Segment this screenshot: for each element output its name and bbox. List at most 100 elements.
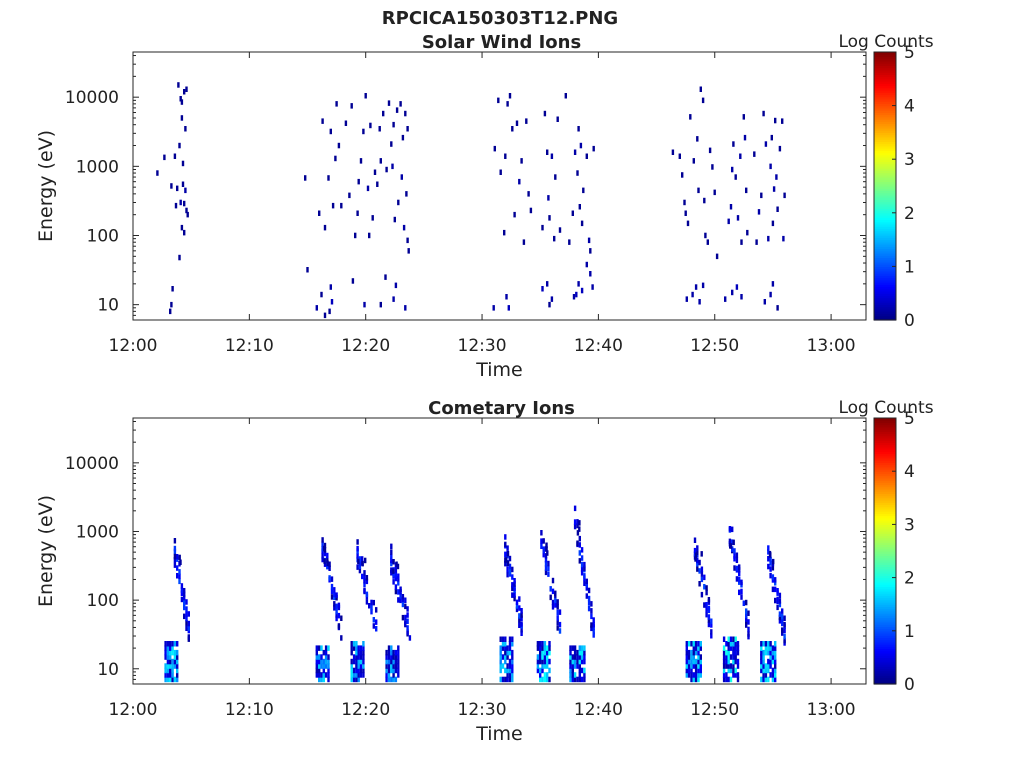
low-energy-cell [327,654,330,660]
colorbar-label: Log Counts [838,32,933,52]
burst-cell [392,571,395,578]
low-energy-cell [734,667,737,674]
low-energy-cell [355,672,358,678]
low-energy-cell [171,676,174,683]
data-cell [340,202,343,209]
low-energy-cell [166,641,170,647]
colorbar-segment [874,626,896,630]
colorbar-segment [874,511,896,514]
data-cell [504,153,507,159]
low-energy-cell [359,649,363,656]
low-energy-cell [732,672,735,678]
low-energy-cell [546,676,549,683]
low-energy-cell [541,654,544,660]
low-energy-cell [769,649,772,656]
low-energy-cell [580,649,584,656]
colorbar-segment [874,83,896,87]
colorbar-segment [874,431,896,435]
data-cell [771,220,775,227]
burst-cell [767,556,770,562]
burst-cell [783,621,786,628]
data-cell [547,195,550,201]
low-energy-cell [169,649,172,656]
burst-cell [705,589,708,596]
low-energy-cell [359,654,363,660]
data-cell [580,220,584,227]
low-energy-cell [322,667,325,674]
burst-cell [781,608,784,614]
low-energy-cell [357,658,360,665]
data-cell [706,239,709,245]
burst-cell [710,618,713,624]
burst-cell [778,592,782,599]
data-cell [755,239,758,245]
burst-cell [551,599,555,606]
low-energy-cell [171,663,174,669]
burst-cell [511,582,514,588]
low-energy-cell [571,654,574,660]
low-energy-cell [732,636,735,642]
colorbar-segment [874,98,896,102]
burst-cell [508,563,512,570]
data-cell [699,86,702,92]
low-energy-cell [734,649,737,656]
low-energy-cell [536,654,540,660]
low-energy-cell [692,649,695,656]
low-energy-cell [504,641,507,647]
colorbar-segment [874,462,896,466]
burst-cell [406,618,409,624]
low-energy-cell [578,654,581,660]
burst-cell [696,557,699,564]
colorbar-segment [874,664,896,667]
data-cell [683,199,686,206]
low-energy-cell [327,676,330,683]
burst-cell [178,578,181,585]
low-energy-cell [350,649,353,656]
colorbar-segment [874,255,896,259]
data-cell [556,116,559,122]
x-tick-label: 12:10 [225,700,274,720]
burst-cell [513,591,516,598]
low-energy-cell [173,676,177,683]
burst-cell [547,565,550,572]
burst-cell [394,584,398,590]
low-energy-cell [692,654,695,660]
data-cell [320,291,323,298]
low-energy-cell [690,649,693,656]
burst-cell [585,582,588,588]
burst-cell [545,542,548,548]
low-energy-cell [171,672,174,678]
burst-cell [390,543,393,550]
burst-cell [771,565,775,571]
burst-cell [556,604,559,610]
data-cell [330,299,334,305]
low-energy-cell [315,645,318,651]
data-cell [760,192,763,199]
low-energy-cell [690,667,693,674]
data-cell [356,210,359,216]
burst-cell [551,604,555,610]
burst-cell [185,606,188,612]
data-cell [177,82,180,88]
data-cell [571,210,574,216]
low-energy-cell [536,645,540,651]
low-energy-cell [774,672,777,678]
low-energy-cell [694,649,698,656]
colorbar-segment [874,170,896,174]
colorbar-segment [874,145,896,149]
burst-cell [321,553,324,559]
data-cell [404,110,407,117]
colorbar-segment [874,648,896,652]
burst-cell [408,635,412,641]
low-energy-cell [697,641,700,647]
burst-cell [176,565,179,571]
low-energy-cell [359,658,363,665]
low-energy-cell [569,663,572,669]
low-energy-cell [176,676,179,683]
burst-cell [361,560,364,567]
burst-cell [404,597,407,603]
burst-cell [745,612,748,619]
low-energy-cell [729,636,733,642]
low-energy-cell [315,672,318,678]
low-energy-cell [315,649,318,656]
